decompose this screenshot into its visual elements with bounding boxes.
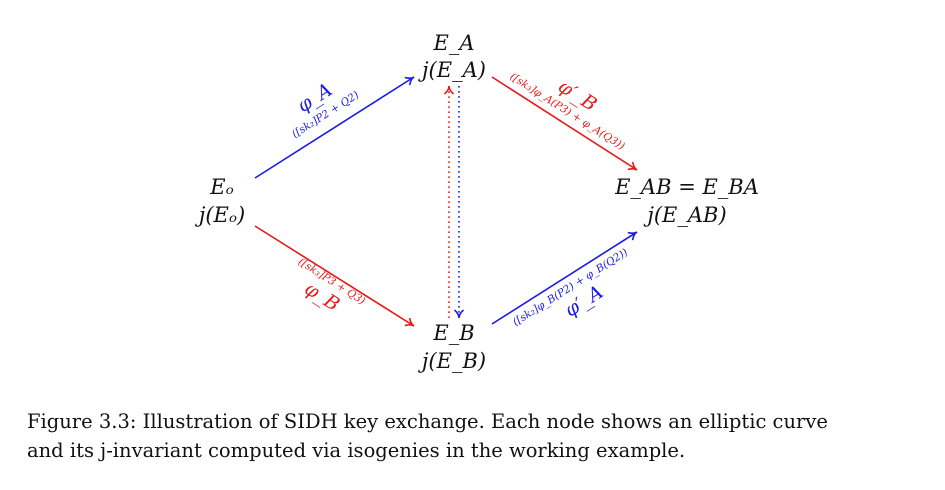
node-eo-jinvariant: j(Eₒ): [195, 203, 245, 227]
node-eb: E_B j(E_B): [418, 321, 486, 373]
node-eo: Eₒ j(Eₒ): [195, 175, 245, 227]
edge-phi-a-arrow: [254, 76, 415, 179]
sidh-diagram: Eₒ j(Eₒ) E_A j(E_A) E_B j(E_B) E_AB = E_…: [195, 31, 759, 373]
figure-caption: Figure 3.3: Illustration of SIDH key exc…: [27, 407, 927, 465]
edge-phi-b-prime-arrow: [491, 76, 638, 171]
node-eab-jinvariant: j(E_AB): [643, 203, 726, 227]
caption-line-2: and its j-invariant computed via isogeni…: [27, 439, 686, 462]
node-ea-curve: E_A: [433, 31, 475, 55]
node-ea-jinvariant: j(E_A): [418, 58, 486, 82]
edge-phi-a-prime-labels: ([sk₂]φ_B(P2) + φ_B(Q2)) φ′_A: [511, 246, 630, 328]
edge-phi-b-arrow: [254, 225, 415, 327]
node-eb-curve: E_B: [432, 321, 474, 345]
node-eo-curve: Eₒ: [209, 175, 233, 199]
node-eab: E_AB = E_BA j(E_AB): [614, 175, 759, 227]
edge-phi-b-labels: ([sk₃]P3 + Q3) φ_B: [296, 256, 367, 316]
node-ea: E_A j(E_A): [418, 31, 486, 82]
caption-line-1: Figure 3.3: Illustration of SIDH key exc…: [27, 410, 828, 433]
edge-phi-a-labels: φ_A ([sk₂]P2 + Q2): [290, 79, 361, 141]
edge-phi-b-prime-labels: φ′_B ([sk₃]φ_A(P3) + φ_A(Q3)): [508, 71, 627, 153]
node-eb-jinvariant: j(E_B): [418, 349, 486, 373]
node-eab-curve: E_AB = E_BA: [614, 175, 759, 199]
edge-phi-a-prime-arrow: [491, 231, 638, 325]
